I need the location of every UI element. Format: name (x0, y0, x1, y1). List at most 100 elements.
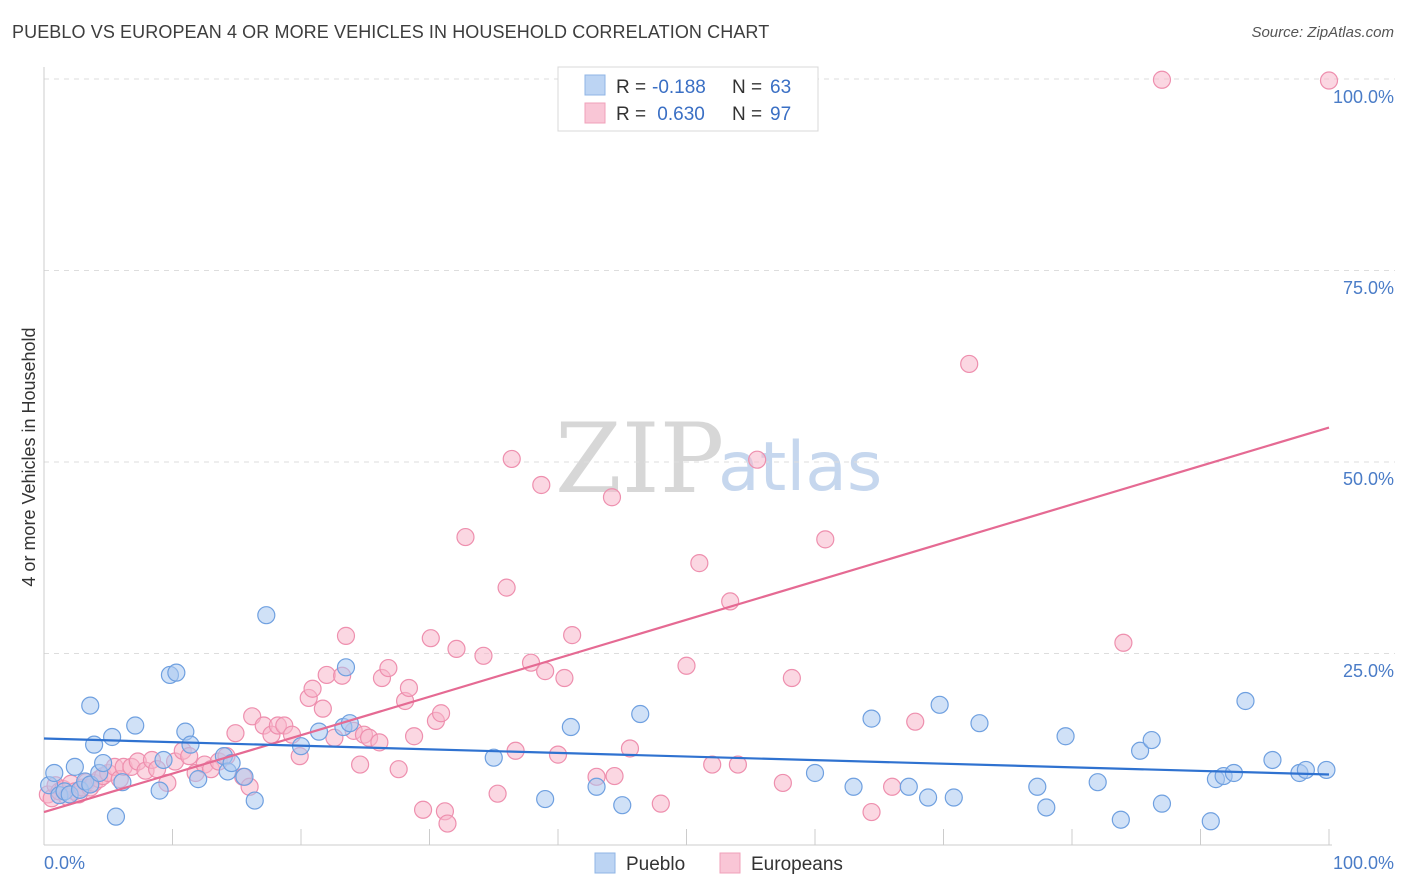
europeans-point (728, 755, 748, 774)
europeans-point (548, 745, 568, 764)
x-tick-label-start: 0.0% (44, 853, 85, 873)
pueblo-point (1142, 730, 1161, 750)
trend-lines (43, 426, 1330, 814)
legend-swatch-europeans (584, 102, 606, 124)
legend-label-pueblo: Pueblo (626, 854, 685, 875)
pueblo-point (805, 763, 825, 783)
europeans-point (399, 678, 419, 698)
europeans-point (456, 527, 475, 547)
pueblo-point (899, 777, 918, 796)
legend-n-label: N = (732, 104, 762, 125)
pueblo-point (944, 788, 963, 807)
grid-lines (44, 78, 1395, 654)
pueblo-point (126, 716, 145, 735)
legend-r-value: 0.630 (652, 104, 705, 125)
europeans-point (336, 626, 356, 645)
europeans-point (816, 530, 835, 549)
pueblo-point (613, 796, 632, 815)
pueblo-point (1317, 760, 1336, 780)
x-tick-label-end: 100.0% (1333, 853, 1394, 873)
pueblo-point (1201, 812, 1220, 831)
europeans-point (370, 733, 389, 752)
legend-swatch-europeans (719, 852, 741, 874)
europeans-trend-line (43, 426, 1330, 814)
europeans-point (690, 554, 709, 573)
pueblo-point (235, 767, 254, 786)
pueblo-point (45, 763, 64, 783)
pueblo-point (181, 735, 200, 754)
pueblo-point (167, 663, 186, 682)
correlation-legend: R = -0.188 N = 63 R = 0.630 N = 97 (557, 66, 819, 132)
pueblo-point (1152, 794, 1172, 813)
pueblo-point (245, 791, 264, 810)
legend-label-europeans: Europeans (751, 854, 843, 875)
europeans-point (502, 449, 521, 469)
pueblo-point (257, 606, 276, 625)
pueblo-point (930, 695, 949, 714)
europeans-point (677, 656, 696, 675)
pueblo-point (154, 750, 173, 770)
pueblo-point (222, 753, 241, 773)
europeans-point (602, 488, 622, 507)
europeans-point (317, 665, 336, 685)
europeans-point (438, 814, 457, 833)
europeans-point (226, 724, 245, 743)
europeans-point (555, 668, 574, 688)
europeans-point (488, 784, 507, 803)
europeans-point (748, 450, 767, 469)
pueblo-point (484, 748, 503, 767)
y-tick-labels: 100.0% 75.0% 50.0% 25.0% (1333, 87, 1394, 681)
pueblo-point (1263, 750, 1282, 770)
pueblo-point (150, 781, 169, 800)
pueblo-point (536, 789, 555, 809)
pueblo-trend-line (43, 737, 1330, 776)
pueblo-point (94, 753, 113, 773)
legend-n-value: 63 (770, 77, 791, 98)
europeans-point (906, 712, 925, 731)
pueblo-point (103, 727, 122, 747)
x-axis-ticks (172, 829, 1330, 845)
europeans-point (773, 773, 792, 793)
pueblo-point (1131, 741, 1150, 760)
europeans-point (497, 578, 516, 597)
pueblo-point (1028, 777, 1047, 796)
y-tick-label: 100.0% (1333, 87, 1394, 107)
pueblo-point (65, 757, 84, 776)
watermark-zip: ZIP (555, 403, 724, 515)
pueblo-point (918, 788, 938, 807)
pueblo-point (561, 717, 580, 737)
legend-n-value: 97 (770, 104, 791, 125)
y-axis-label: 4 or more Vehicles in Household (19, 327, 39, 586)
europeans-point (431, 704, 451, 723)
europeans-point (862, 802, 881, 822)
europeans-point (413, 800, 433, 819)
pueblo-point (1236, 691, 1255, 711)
europeans-point (1152, 70, 1172, 89)
europeans-point (351, 755, 370, 774)
legend-r-value: -0.188 (652, 77, 706, 98)
europeans-point (303, 679, 322, 698)
pueblo-point (1056, 727, 1075, 746)
europeans-point (1114, 633, 1133, 652)
pueblo-point (106, 807, 126, 826)
legend-swatch-pueblo (594, 852, 616, 874)
europeans-point (882, 777, 902, 796)
y-tick-label: 75.0% (1343, 278, 1394, 298)
europeans-point (651, 794, 670, 813)
pueblo-point (587, 777, 606, 796)
pueblo-points (40, 606, 1336, 831)
legend-r-label: R = (616, 104, 646, 125)
pueblo-point (189, 770, 208, 789)
pueblo-point (631, 704, 650, 724)
europeans-point (532, 475, 551, 495)
pueblo-point (1111, 810, 1130, 829)
pueblo-point (81, 696, 100, 715)
europeans-point (313, 699, 332, 718)
chart-title: PUEBLO VS EUROPEAN 4 OR MORE VEHICLES IN… (12, 22, 770, 42)
pueblo-point (862, 709, 881, 728)
europeans-point (404, 727, 424, 746)
legend-n-label: N = (732, 77, 762, 98)
europeans-point (389, 760, 408, 779)
europeans-point (447, 639, 466, 659)
